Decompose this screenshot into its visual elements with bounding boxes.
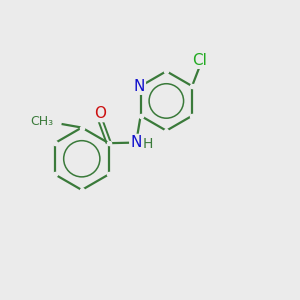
Text: N: N	[130, 135, 142, 150]
Text: O: O	[94, 106, 106, 121]
Text: H: H	[142, 137, 153, 151]
Text: N: N	[134, 79, 145, 94]
Text: N: N	[130, 135, 142, 150]
Text: H: H	[142, 137, 153, 151]
Text: CH₃: CH₃	[30, 115, 53, 128]
Text: O: O	[94, 106, 106, 121]
Text: CH₃: CH₃	[30, 115, 53, 128]
Text: Cl: Cl	[192, 53, 207, 68]
Text: Cl: Cl	[192, 53, 207, 68]
Text: N: N	[134, 79, 145, 94]
